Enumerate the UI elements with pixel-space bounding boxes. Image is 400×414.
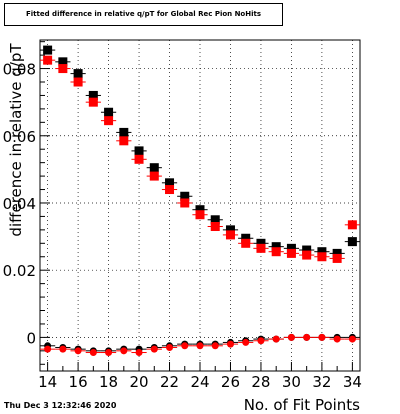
data-point: [333, 335, 341, 343]
data-point: [165, 185, 175, 195]
data-point: [43, 45, 53, 55]
y-tick-label: 0.04: [3, 195, 36, 213]
data-point: [134, 154, 144, 164]
data-point: [120, 347, 128, 355]
data-point: [88, 90, 98, 100]
data-point: [73, 69, 83, 79]
x-tick-label: 20: [130, 373, 149, 391]
data-point: [271, 242, 281, 252]
y-axis-label: difference in relative q/pT: [7, 43, 25, 237]
data-point: [195, 205, 205, 215]
data-point: [318, 333, 326, 341]
data-point: [211, 342, 219, 350]
data-point: [272, 335, 280, 343]
data-point: [119, 127, 129, 137]
chart-title: Fitted difference in relative q/pT for G…: [25, 10, 262, 18]
axis-ticks: 14 16 18 20 22 24 26 28 30 32 34 0 0.02 0.04 0.06 0.08: [3, 41, 362, 391]
data-point: [256, 243, 266, 253]
data-point: [149, 171, 159, 181]
y-tick-label: 0.06: [3, 128, 36, 146]
data-point: [88, 97, 98, 107]
x-tick-label: 26: [221, 373, 240, 391]
data-point: [104, 116, 114, 126]
data-point: [241, 238, 251, 248]
data-point: [195, 210, 205, 220]
data-point: [242, 338, 250, 346]
data-point: [302, 250, 312, 260]
data-point: [241, 233, 251, 243]
data-point: [105, 349, 113, 357]
data-point: [303, 333, 311, 341]
y-tick-label: 0: [26, 329, 36, 347]
data-point: [226, 340, 234, 348]
data-point: [180, 198, 190, 208]
x-tick-label: 14: [38, 373, 57, 391]
data-point: [89, 349, 97, 357]
data-point: [210, 222, 220, 232]
x-tick-label: 18: [99, 373, 118, 391]
data-point: [332, 253, 342, 263]
data-point: [58, 64, 68, 74]
data-point: [165, 178, 175, 188]
data-point: [271, 247, 281, 257]
title-box: Fitted difference in relative q/pT for G…: [4, 3, 283, 26]
data-point: [225, 230, 235, 240]
data-point: [44, 345, 52, 353]
data-point: [43, 55, 53, 65]
x-tick-label: 32: [312, 373, 331, 391]
data-point: [317, 247, 327, 257]
data-point: [225, 225, 235, 235]
x-tick-label: 34: [343, 373, 362, 391]
data-point: [348, 335, 356, 343]
data-point: [181, 342, 189, 350]
data-point: [347, 237, 357, 247]
x-axis-label: No. of Fit Points: [243, 396, 360, 414]
data-point: [347, 220, 357, 230]
x-tick-label: 24: [190, 373, 209, 391]
data-point: [286, 248, 296, 258]
y-tick-label: 0.08: [3, 61, 36, 79]
data-point: [59, 345, 67, 353]
data-point: [150, 345, 158, 353]
data-point: [166, 343, 174, 351]
data-point: [286, 243, 296, 253]
data-point: [302, 245, 312, 255]
x-tick-label: 28: [251, 373, 270, 391]
data-point: [317, 252, 327, 262]
data-point: [134, 146, 144, 156]
data-points: [40, 45, 360, 357]
data-point: [196, 342, 204, 350]
data-point: [104, 107, 114, 117]
grid-lines: [40, 40, 360, 371]
timestamp: Thu Dec 3 12:32:46 2020: [4, 401, 117, 410]
data-point: [210, 215, 220, 225]
data-point: [135, 349, 143, 357]
data-point: [180, 191, 190, 201]
x-tick-label: 16: [69, 373, 88, 391]
data-point: [119, 136, 129, 146]
x-tick-label: 30: [282, 373, 301, 391]
data-point: [74, 347, 82, 355]
data-point: [149, 163, 159, 173]
data-point: [58, 57, 68, 67]
data-point: [332, 248, 342, 258]
data-point: [287, 333, 295, 341]
data-point: [257, 337, 265, 345]
data-point: [73, 77, 83, 87]
y-tick-label: 0.02: [3, 262, 36, 280]
x-tick-label: 22: [160, 373, 179, 391]
data-point: [256, 238, 266, 248]
